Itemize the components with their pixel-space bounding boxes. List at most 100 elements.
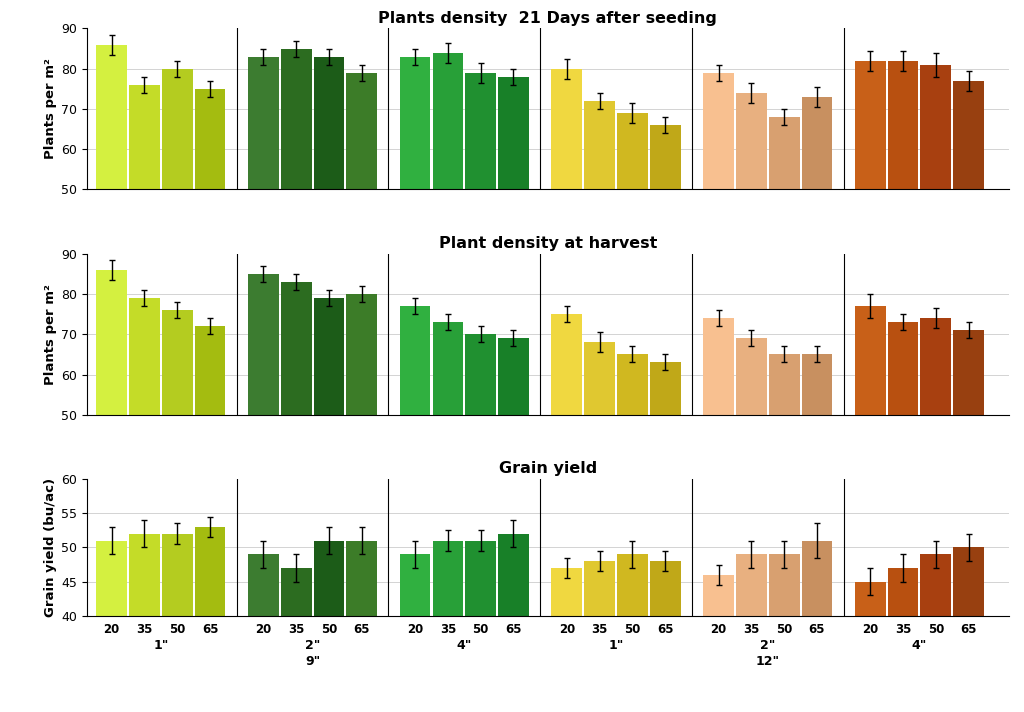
Bar bbox=[888, 568, 919, 616]
Bar bbox=[129, 534, 160, 616]
Text: 35: 35 bbox=[743, 623, 760, 636]
Bar bbox=[281, 48, 311, 189]
Bar bbox=[552, 568, 583, 616]
Bar bbox=[736, 554, 767, 616]
Bar bbox=[585, 101, 615, 189]
Bar bbox=[465, 73, 496, 189]
Bar bbox=[802, 540, 833, 616]
Bar bbox=[888, 61, 919, 189]
Y-axis label: Grain yield (bu/ac): Grain yield (bu/ac) bbox=[44, 478, 57, 617]
Bar bbox=[399, 554, 430, 616]
Bar bbox=[953, 80, 984, 189]
Bar bbox=[769, 117, 800, 189]
Bar bbox=[498, 338, 528, 415]
Bar bbox=[617, 554, 648, 616]
Text: 65: 65 bbox=[505, 623, 522, 636]
Text: 12": 12" bbox=[756, 655, 780, 668]
Bar bbox=[552, 314, 583, 415]
Bar bbox=[465, 334, 496, 415]
Bar bbox=[921, 65, 951, 189]
Bar bbox=[346, 294, 377, 415]
Bar bbox=[248, 274, 279, 415]
Text: 65: 65 bbox=[657, 623, 674, 636]
Title: Plant density at harvest: Plant density at harvest bbox=[438, 236, 657, 251]
Text: 4": 4" bbox=[911, 639, 927, 652]
Text: 50: 50 bbox=[928, 623, 944, 636]
Text: 4": 4" bbox=[457, 639, 472, 652]
Title: Grain yield: Grain yield bbox=[499, 461, 597, 476]
Bar bbox=[617, 355, 648, 415]
Text: 35: 35 bbox=[895, 623, 911, 636]
Bar bbox=[703, 73, 734, 189]
Bar bbox=[921, 554, 951, 616]
Text: 50: 50 bbox=[776, 623, 793, 636]
Bar bbox=[802, 97, 833, 189]
Bar bbox=[617, 113, 648, 189]
Bar bbox=[888, 322, 919, 415]
Bar bbox=[736, 93, 767, 189]
Bar bbox=[769, 355, 800, 415]
Text: 65: 65 bbox=[202, 623, 218, 636]
Bar bbox=[921, 318, 951, 415]
Y-axis label: Plants per m²: Plants per m² bbox=[44, 58, 57, 159]
Text: 1": 1" bbox=[608, 639, 624, 652]
Bar bbox=[129, 85, 160, 189]
Text: 9": 9" bbox=[305, 655, 321, 668]
Bar bbox=[498, 534, 528, 616]
Bar bbox=[953, 548, 984, 616]
Bar bbox=[855, 61, 886, 189]
Bar bbox=[248, 554, 279, 616]
Bar bbox=[313, 540, 344, 616]
Bar bbox=[96, 270, 127, 415]
Bar bbox=[96, 45, 127, 189]
Text: 1": 1" bbox=[154, 639, 169, 652]
Bar bbox=[585, 342, 615, 415]
Bar bbox=[313, 57, 344, 189]
Bar bbox=[195, 89, 225, 189]
Bar bbox=[248, 57, 279, 189]
Text: 50: 50 bbox=[169, 623, 185, 636]
Y-axis label: Plants per m²: Plants per m² bbox=[44, 284, 57, 384]
Bar bbox=[855, 306, 886, 415]
Bar bbox=[432, 540, 463, 616]
Bar bbox=[953, 330, 984, 415]
Bar bbox=[96, 540, 127, 616]
Text: 35: 35 bbox=[439, 623, 456, 636]
Text: 50: 50 bbox=[321, 623, 337, 636]
Text: 2": 2" bbox=[305, 639, 321, 652]
Text: 20: 20 bbox=[103, 623, 120, 636]
Bar bbox=[650, 362, 681, 415]
Bar bbox=[769, 554, 800, 616]
Bar bbox=[585, 561, 615, 616]
Text: 20: 20 bbox=[255, 623, 271, 636]
Text: 2": 2" bbox=[760, 639, 775, 652]
Bar bbox=[281, 282, 311, 415]
Bar bbox=[855, 582, 886, 616]
Text: 35: 35 bbox=[592, 623, 608, 636]
Text: 20: 20 bbox=[862, 623, 879, 636]
Bar bbox=[650, 561, 681, 616]
Bar bbox=[195, 527, 225, 616]
Text: 20: 20 bbox=[407, 623, 423, 636]
Text: 20: 20 bbox=[559, 623, 574, 636]
Bar bbox=[399, 57, 430, 189]
Text: 35: 35 bbox=[136, 623, 153, 636]
Text: 50: 50 bbox=[472, 623, 488, 636]
Bar bbox=[195, 326, 225, 415]
Bar bbox=[281, 568, 311, 616]
Bar bbox=[465, 540, 496, 616]
Text: 65: 65 bbox=[961, 623, 977, 636]
Bar bbox=[162, 310, 193, 415]
Bar bbox=[399, 306, 430, 415]
Bar bbox=[313, 298, 344, 415]
Bar bbox=[346, 540, 377, 616]
Bar bbox=[129, 298, 160, 415]
Text: 50: 50 bbox=[625, 623, 641, 636]
Bar bbox=[346, 73, 377, 189]
Bar bbox=[432, 322, 463, 415]
Bar bbox=[162, 69, 193, 189]
Bar bbox=[552, 69, 583, 189]
Bar bbox=[703, 318, 734, 415]
Text: 20: 20 bbox=[711, 623, 727, 636]
Text: 65: 65 bbox=[353, 623, 370, 636]
